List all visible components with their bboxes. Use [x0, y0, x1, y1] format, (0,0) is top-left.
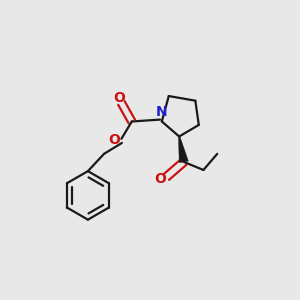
Polygon shape	[178, 136, 188, 163]
Text: N: N	[156, 105, 168, 119]
Text: O: O	[108, 133, 120, 147]
Text: O: O	[154, 172, 166, 186]
Text: O: O	[114, 91, 125, 105]
